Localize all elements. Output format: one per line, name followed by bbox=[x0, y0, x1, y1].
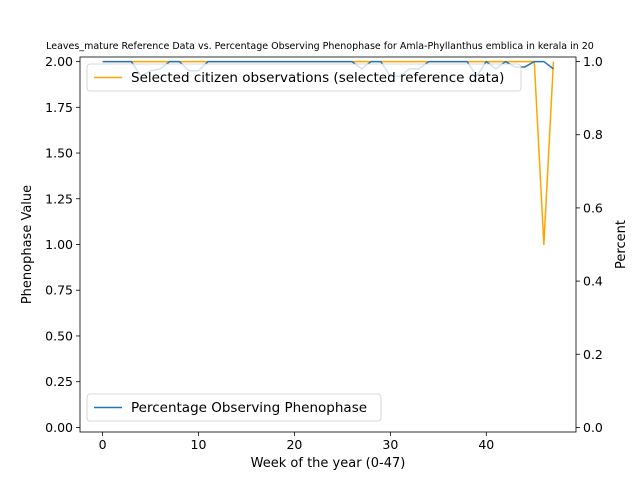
y-right-tick-label: 1.0 bbox=[583, 54, 603, 69]
x-axis-label: Week of the year (0-47) bbox=[251, 456, 406, 471]
y-left-tick-label: 1.50 bbox=[45, 146, 73, 161]
legend-percentage: Percentage Observing Phenophase bbox=[86, 393, 382, 422]
x-tick-label: 30 bbox=[382, 437, 398, 452]
y-left-tick-label: 1.75 bbox=[45, 100, 73, 115]
legend-reference-data: Selected citizen observations (selected … bbox=[86, 63, 522, 92]
x-tick-label: 10 bbox=[191, 437, 207, 452]
legend-label-percentage: Percentage Observing Phenophase bbox=[131, 400, 367, 416]
y-right-tick-label: 0.0 bbox=[583, 420, 603, 435]
y-left-tick-label: 1.00 bbox=[45, 237, 73, 252]
x-tick-label: 0 bbox=[99, 437, 107, 452]
legend-label-reference: Selected citizen observations (selected … bbox=[131, 70, 504, 86]
y-axis-label-right: Percent bbox=[614, 220, 629, 269]
chart-title: Leaves_mature Reference Data vs. Percent… bbox=[46, 41, 594, 52]
y-right-tick-label: 0.6 bbox=[583, 200, 603, 215]
legend-box bbox=[86, 63, 522, 92]
x-tick-label: 20 bbox=[286, 437, 302, 452]
x-axis: 0 10 20 30 40 bbox=[99, 432, 494, 452]
y-left-tick-label: 0.25 bbox=[45, 374, 73, 389]
y-right-tick-label: 0.8 bbox=[583, 127, 603, 142]
y-axis-label-left: Phenophase Value bbox=[20, 185, 35, 304]
y-right-tick-label: 0.2 bbox=[583, 347, 603, 362]
legend-box bbox=[86, 393, 382, 422]
y-left-tick-label: 1.25 bbox=[45, 191, 73, 206]
y-left-tick-label: 0.75 bbox=[45, 283, 73, 298]
y-axis-left: 0.00 0.25 0.50 0.75 1.00 1.25 1.50 1.75 2.00 bbox=[45, 54, 80, 435]
y-left-tick-label: 2.00 bbox=[45, 54, 73, 69]
y-axis-right: 0.0 0.2 0.4 0.6 0.8 1.0 bbox=[576, 54, 603, 435]
y-right-tick-label: 0.4 bbox=[583, 274, 603, 289]
y-left-tick-label: 0.50 bbox=[45, 328, 73, 343]
y-left-tick-label: 0.00 bbox=[45, 420, 73, 435]
x-tick-label: 40 bbox=[478, 437, 494, 452]
